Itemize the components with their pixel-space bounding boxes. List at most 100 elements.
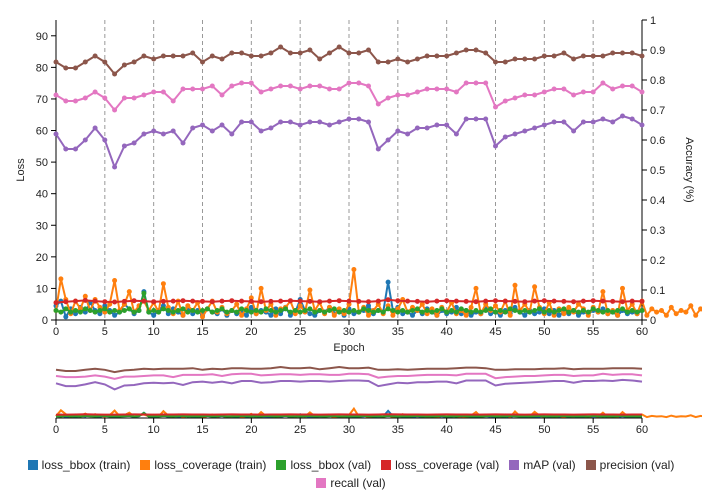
x-tick-label: 35 bbox=[392, 326, 404, 338]
data-point bbox=[297, 86, 303, 92]
data-point bbox=[229, 131, 235, 137]
legend-item[interactable]: precision (val) bbox=[585, 456, 674, 474]
data-point bbox=[571, 128, 577, 134]
data-point bbox=[405, 131, 411, 137]
data-point bbox=[458, 306, 464, 312]
data-point bbox=[219, 56, 225, 62]
data-point bbox=[463, 47, 469, 53]
data-point bbox=[620, 83, 625, 89]
legend-item[interactable]: mAP (val) bbox=[509, 456, 576, 474]
data-point bbox=[121, 143, 127, 149]
data-point bbox=[77, 309, 83, 315]
data-point bbox=[151, 128, 157, 134]
legend-item[interactable]: loss_bbox (train) bbox=[27, 456, 130, 474]
data-point bbox=[102, 299, 108, 305]
data-point bbox=[73, 65, 78, 71]
data-point bbox=[361, 306, 367, 312]
data-point bbox=[395, 298, 401, 304]
data-point bbox=[278, 119, 284, 125]
data-point bbox=[375, 308, 381, 313]
x-tick-label: 50 bbox=[538, 326, 550, 338]
data-point bbox=[473, 116, 479, 122]
data-point bbox=[302, 308, 308, 313]
data-point bbox=[327, 86, 332, 92]
data-point bbox=[97, 308, 103, 313]
main-axes: 0 5 10 15 20 25 30 35 40 45 50 55 600102030405060708… bbox=[36, 15, 666, 338]
data-point bbox=[537, 306, 542, 312]
data-point bbox=[434, 86, 440, 92]
legend-label: loss_coverage (train) bbox=[154, 458, 267, 472]
data-point bbox=[629, 116, 635, 122]
data-point bbox=[53, 131, 59, 137]
legend-swatch bbox=[509, 460, 520, 470]
y-left-tick-label: 20 bbox=[36, 252, 48, 264]
main-plot: 0 5 10 15 20 25 30 35 40 45 50 55 600102030405060708… bbox=[15, 15, 702, 354]
data-point bbox=[507, 306, 513, 312]
data-point bbox=[439, 306, 445, 312]
y-left-tick-label: 0 bbox=[42, 315, 48, 327]
data-point bbox=[639, 122, 645, 128]
data-point bbox=[551, 119, 557, 125]
data-point bbox=[502, 134, 508, 140]
data-point bbox=[278, 298, 284, 304]
chart-svg: 0 5 10 15 20 25 30 35 40 45 50 55 600102030405060708… bbox=[15, 15, 702, 436]
y-axis-left-title: Loss bbox=[15, 158, 27, 182]
data-point bbox=[522, 299, 528, 305]
data-point bbox=[566, 309, 572, 315]
data-point bbox=[424, 53, 430, 59]
data-point bbox=[248, 119, 254, 125]
data-point bbox=[453, 50, 459, 56]
legend-item[interactable]: recall (val) bbox=[316, 474, 386, 492]
data-point bbox=[502, 298, 508, 304]
data-point bbox=[444, 86, 450, 92]
data-point bbox=[82, 293, 88, 299]
data-point bbox=[571, 56, 577, 62]
data-point bbox=[366, 299, 371, 305]
data-point bbox=[629, 50, 635, 56]
data-point bbox=[463, 80, 469, 86]
data-point bbox=[234, 309, 240, 315]
x-tick-label: 15 bbox=[196, 326, 208, 338]
overview-panel[interactable]: 0 5 10 15 20 25 30 35 40 45 50 55 60 bbox=[53, 365, 702, 436]
data-point bbox=[370, 309, 376, 315]
data-point bbox=[121, 95, 127, 101]
data-point bbox=[424, 125, 430, 131]
data-point bbox=[268, 86, 274, 92]
data-point bbox=[620, 285, 625, 291]
legend-item[interactable]: loss_coverage (train) bbox=[140, 456, 266, 474]
data-point bbox=[224, 309, 230, 315]
data-point bbox=[258, 309, 264, 315]
data-point bbox=[395, 309, 401, 315]
data-point bbox=[268, 312, 274, 318]
data-point bbox=[73, 298, 78, 304]
data-point bbox=[58, 309, 64, 315]
data-point bbox=[590, 306, 596, 312]
data-point bbox=[590, 119, 596, 125]
data-point bbox=[610, 50, 616, 56]
data-point bbox=[131, 298, 137, 304]
data-point bbox=[253, 308, 259, 313]
data-point bbox=[180, 306, 186, 312]
data-point bbox=[107, 309, 113, 315]
data-point bbox=[444, 298, 450, 304]
data-point bbox=[400, 308, 406, 313]
data-point bbox=[546, 308, 552, 313]
legend-item[interactable]: loss_coverage (val) bbox=[381, 456, 499, 474]
legend-label: mAP (val) bbox=[523, 458, 576, 472]
data-point bbox=[307, 83, 313, 89]
data-point bbox=[258, 299, 264, 305]
data-point bbox=[678, 308, 684, 313]
data-point bbox=[258, 285, 264, 291]
y-left-tick-label: 90 bbox=[36, 31, 48, 43]
data-point bbox=[571, 308, 577, 313]
data-point bbox=[229, 298, 235, 304]
vertical-gridlines bbox=[104, 20, 594, 320]
data-point bbox=[512, 282, 518, 288]
data-point bbox=[620, 113, 625, 119]
legend-item[interactable]: loss_bbox (val) bbox=[276, 456, 371, 474]
data-point bbox=[414, 125, 420, 131]
y-left-tick-label: 70 bbox=[36, 94, 48, 106]
data-point bbox=[502, 309, 508, 315]
overview-x-tick-label: 5 bbox=[102, 424, 108, 436]
data-point bbox=[297, 298, 303, 304]
